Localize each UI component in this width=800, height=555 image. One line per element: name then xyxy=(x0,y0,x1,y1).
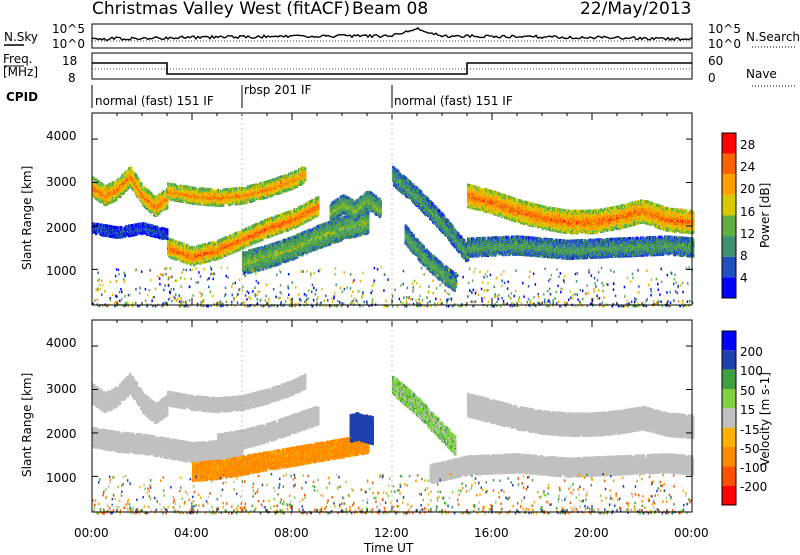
power-data-cell xyxy=(138,179,140,182)
power-data-cell xyxy=(135,174,137,177)
noise-sky-line xyxy=(92,28,692,40)
freq-line xyxy=(92,63,692,74)
power-data-cell xyxy=(290,210,292,213)
power-data-cell xyxy=(130,166,132,169)
power-data-cell xyxy=(140,182,142,185)
power-data-cell xyxy=(183,243,185,246)
freq-panel-frame xyxy=(92,53,692,79)
power-scatter-data xyxy=(92,166,694,308)
power-data-cell xyxy=(304,167,306,170)
power-data-cell xyxy=(317,196,319,199)
